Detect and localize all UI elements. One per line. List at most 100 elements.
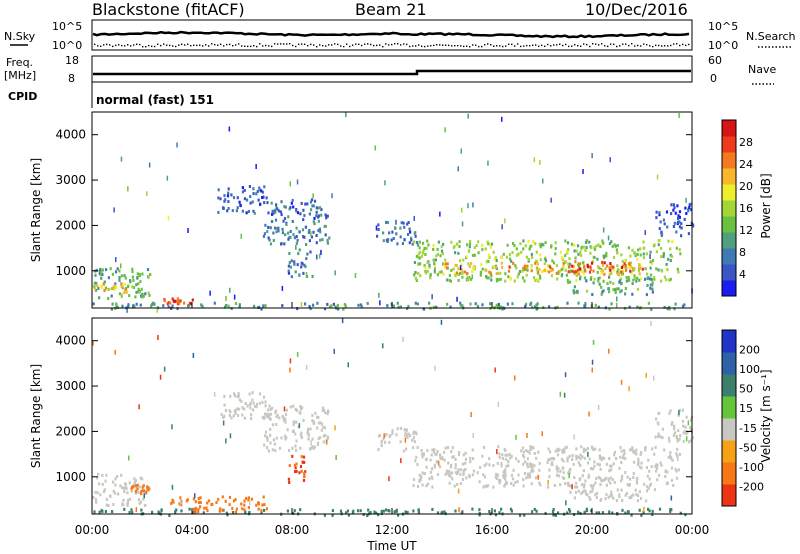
noise-search-point [133,44,135,46]
data-cell [183,301,186,305]
data-cell [296,351,299,357]
data-cell [449,305,452,309]
data-cell [417,252,420,256]
data-cell [192,353,195,358]
data-cell [449,465,452,469]
data-cell [312,204,315,208]
data-cell [326,241,329,245]
data-cell [557,466,560,470]
data-cell [622,454,625,457]
data-cell [598,282,601,286]
data-cell [472,266,475,270]
data-cell [513,279,516,283]
data-cell [454,251,457,255]
data-cell [341,318,344,324]
data-cell [235,507,238,511]
data-cell [523,264,526,268]
data-cell [674,211,677,215]
data-cell [513,244,516,248]
data-cell [651,290,654,294]
noise-search-point [121,44,123,47]
data-cell [294,407,297,411]
noise-tick-bottom-left: 10^0 [52,39,82,52]
data-cell [324,233,327,237]
noise-search-point [103,44,105,46]
data-cell [579,477,582,481]
data-cell [438,270,441,274]
data-cell [639,263,642,267]
data-cell [289,265,292,269]
noise-search-point [334,43,336,45]
data-cell [545,269,548,273]
noise-search-point [178,44,180,46]
noise-search-point [679,44,681,47]
data-cell [606,282,609,286]
data-cell [675,436,678,440]
data-cell [512,483,515,487]
data-cell [505,255,508,259]
noise-search-point [109,44,111,46]
data-cell [304,302,307,306]
data-cell [573,496,576,500]
data-cell [243,508,246,512]
data-cell [549,457,552,461]
data-cell [441,262,445,266]
data-cell [431,467,434,471]
data-cell [522,247,525,251]
data-cell [377,223,380,227]
data-cell [627,276,630,280]
y-tick-label: 4000 [55,128,86,142]
data-cell [287,215,290,219]
data-cell [538,481,541,485]
data-cell [126,307,128,313]
noise-search-point [343,45,345,48]
data-cell [237,391,240,395]
data-cell [658,507,662,511]
data-cell [520,449,523,453]
data-cell [475,244,478,247]
data-cell [300,455,303,459]
colorbar-tick-label: 28 [739,136,753,149]
data-cell [504,218,506,224]
noise-search-point [310,43,312,46]
data-cell [292,420,295,424]
data-cell [510,482,513,485]
noise-search-point [529,45,531,47]
data-cell [658,227,661,231]
data-cell [538,468,541,472]
data-cell [263,412,267,416]
colorbar-segment [722,232,736,249]
data-cell [273,442,277,446]
data-cell [603,261,606,265]
data-cell [110,307,113,311]
data-cell [479,270,482,274]
data-cell [599,467,602,471]
data-cell [641,267,644,271]
data-cell [501,224,503,230]
data-cell [294,466,297,470]
data-cell [559,391,562,397]
data-cell [632,450,635,454]
data-cell [595,491,598,495]
data-cell [488,242,491,246]
data-cell [638,272,641,276]
data-cell [382,239,385,243]
noise-search-point [634,45,636,47]
data-cell [640,451,643,455]
data-cell [399,226,402,230]
data-cell [584,302,587,305]
data-cell [411,438,414,442]
data-cell [293,236,296,240]
data-cell [397,305,400,309]
data-cell [620,289,623,293]
data-cell [494,475,497,479]
data-cell [257,502,261,506]
data-cell [97,287,100,290]
data-cell [555,473,559,477]
noise-left-label: N.Sky [4,30,36,43]
data-cell [589,277,592,281]
data-cell [236,407,239,411]
data-cell [305,364,308,370]
data-cell [485,484,488,488]
